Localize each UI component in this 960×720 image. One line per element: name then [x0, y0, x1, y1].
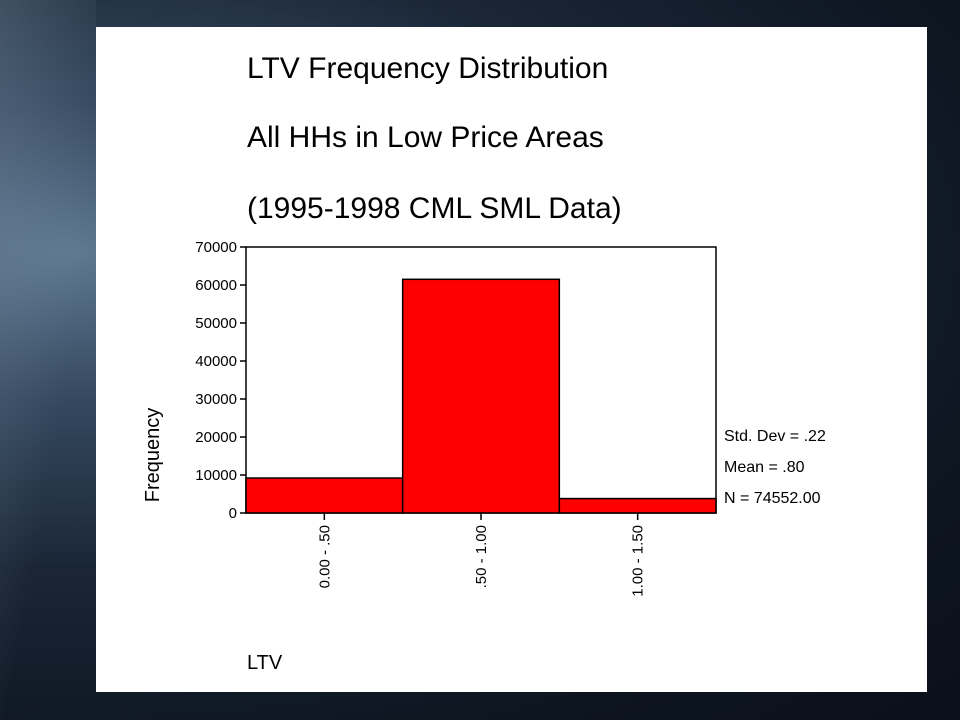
bar-2: [558, 497, 717, 514]
y-tick-label: 10000: [195, 467, 237, 484]
bars-group: [245, 278, 717, 514]
slide-title: LTV Frequency Distribution: [247, 52, 609, 85]
y-tick-label: 0: [229, 505, 237, 522]
y-tick-label: 70000: [195, 239, 237, 256]
x-tick-label: .50 - 1.00: [473, 525, 490, 588]
x-tick-label: 1.00 - 1.50: [630, 525, 647, 597]
stat-line: Std. Dev = .22: [724, 428, 826, 445]
y-tick-label: 40000: [195, 353, 237, 370]
slide-source-note: (1995-1998 CML SML Data): [247, 192, 622, 225]
bar-0: [245, 477, 404, 514]
stat-line: Mean = .80: [724, 459, 805, 476]
x-axis-title: LTV: [247, 652, 283, 674]
y-tick-label: 20000: [195, 429, 237, 446]
background-texture: [0, 0, 96, 720]
bar-1: [401, 278, 561, 514]
y-tick-label: 30000: [195, 391, 237, 408]
stats-box: Std. Dev = .22 Mean = .80 N = 74552.00: [724, 428, 826, 507]
stat-line: N = 74552.00: [724, 490, 821, 507]
y-tick-label: 50000: [195, 315, 237, 332]
y-tick-label: 60000: [195, 277, 237, 294]
x-axis: 0.00 - .50 .50 - 1.00 1.00 - 1.50: [316, 513, 647, 597]
y-axis: 0 10000 20000 30000 40000 50000 60000 70000: [195, 239, 246, 522]
slide-subtitle: All HHs in Low Price Areas: [247, 121, 604, 154]
x-tick-label: 0.00 - .50: [316, 525, 333, 588]
y-axis-title: Frequency: [142, 408, 164, 503]
